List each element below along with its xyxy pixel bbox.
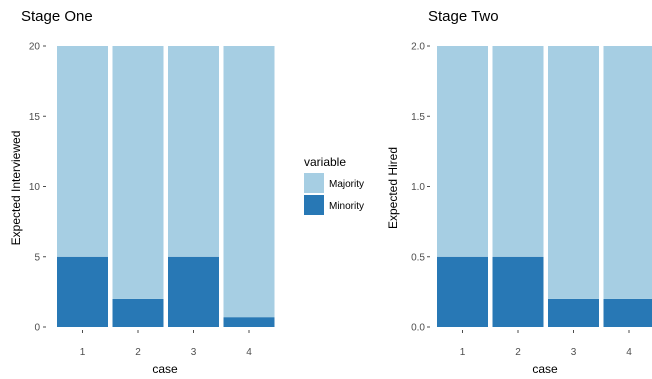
stage-one-bar-minority-case-4: [223, 317, 275, 327]
stage-one-bar-minority-case-3: [168, 256, 219, 327]
stage-one-y-tick-label: 5: [34, 252, 40, 263]
stage-two-bar-minority-case-2: [492, 256, 544, 327]
stage-one-bar-majority-case-3: [168, 46, 219, 257]
stage-two-y-tick-label: 0.5: [411, 252, 425, 263]
stage-one-x-tick-label: 4: [246, 347, 252, 358]
stage-one-x-tick-label: 3: [191, 347, 197, 358]
stage-one-y-tick-label: 0: [34, 323, 40, 334]
legend: variable Majority Minority: [304, 155, 364, 215]
stage-two-bar-minority-case-4: [603, 298, 652, 327]
stage-one-x-tick-label: 2: [135, 347, 141, 358]
stage-two-bar-majority-case-1: [437, 46, 488, 257]
stage-two-y-tick-label: 2.0: [411, 42, 425, 53]
legend-label-majority: Majority: [329, 179, 364, 190]
stage-one-title: Stage One: [21, 8, 93, 25]
stage-two-panel: Stage Two Expected Hired case 0.0 0.5 1.0 1…: [386, 8, 652, 376]
stage-two-x-tick-label: 4: [626, 347, 632, 358]
legend-title: variable: [304, 155, 346, 169]
stage-two-bar-minority-case-1: [437, 256, 488, 327]
stage-two-x-tick-label: 2: [515, 347, 521, 358]
stage-one-y-tick-label: 10: [29, 182, 41, 193]
stage-two-bar-majority-case-4: [603, 46, 652, 299]
stage-one-bar-majority-case-1: [57, 46, 108, 257]
stage-two-x-axis-label: case: [532, 362, 558, 376]
stage-two-bar-minority-case-3: [548, 298, 599, 327]
stage-one-y-axis-label: Expected Interviewed: [9, 131, 23, 246]
stage-one-panel: Stage One Expected Interviewed case 0 5 10…: [9, 8, 275, 376]
stage-one-bar-majority-case-4: [223, 46, 275, 318]
legend-swatch-majority: [304, 173, 324, 193]
stage-one-bar-majority-case-2: [112, 46, 164, 299]
stage-two-y-tick-label: 0.0: [411, 323, 425, 334]
stage-one-x-tick-label: 1: [80, 347, 86, 358]
stage-two-y-axis-label: Expected Hired: [386, 147, 400, 229]
stage-two-y-tick-label: 1.0: [411, 182, 425, 193]
stage-two-x-tick-label: 3: [571, 347, 577, 358]
legend-swatch-minority: [304, 195, 324, 215]
stage-one-x-axis-label: case: [152, 362, 178, 376]
stage-two-bar-majority-case-3: [548, 46, 599, 299]
stage-one-bar-minority-case-1: [57, 256, 108, 327]
stage-two-x-tick-label: 1: [460, 347, 466, 358]
stage-one-y-tick-label: 20: [29, 42, 41, 53]
stage-one-y-tick-label: 15: [29, 112, 41, 123]
stage-one-bar-minority-case-2: [112, 298, 164, 327]
legend-label-minority: Minority: [329, 201, 364, 212]
stage-two-bar-majority-case-2: [492, 46, 544, 257]
stage-two-y-tick-label: 1.5: [411, 112, 425, 123]
stage-two-title: Stage Two: [428, 8, 499, 25]
